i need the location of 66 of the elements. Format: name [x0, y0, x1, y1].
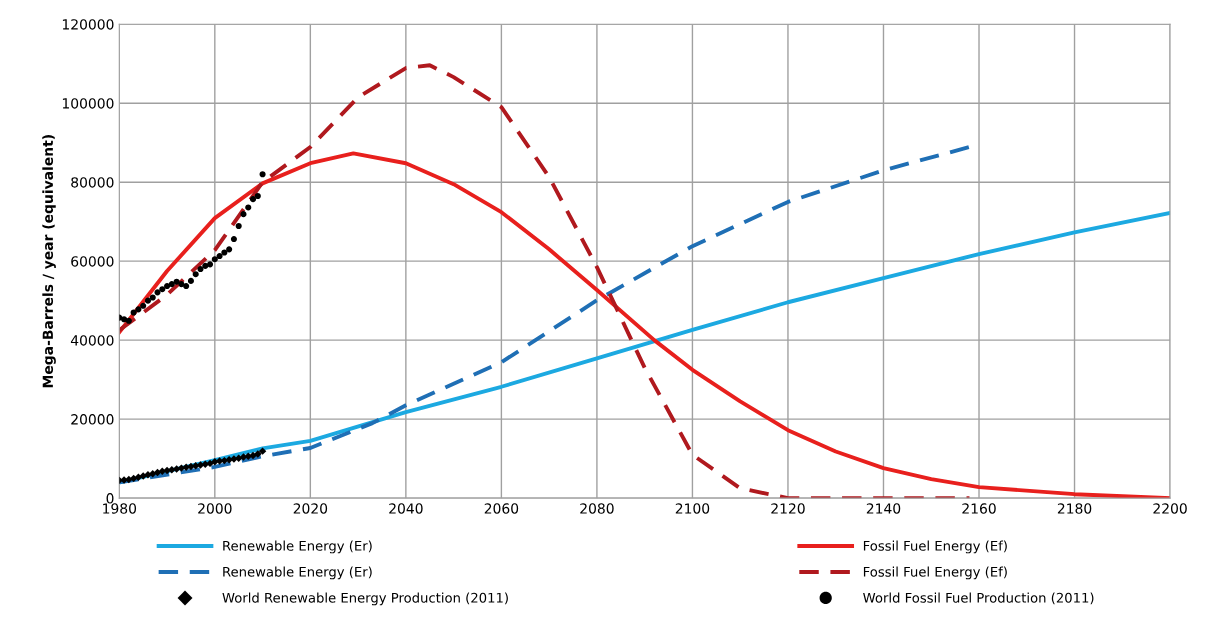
x-tick-label: 2000 [198, 503, 232, 514]
legend-label: Renewable Energy (Er) [223, 566, 372, 580]
y-axis-title: Mega-Barrels / year (equivalent) [42, 135, 56, 388]
point [149, 294, 156, 301]
point [125, 317, 132, 324]
point [206, 459, 214, 468]
point [235, 222, 242, 230]
y-tick-label: 120000 [62, 19, 114, 30]
point [258, 447, 267, 455]
point [164, 283, 171, 290]
point [144, 297, 152, 304]
point [254, 450, 262, 458]
point [173, 278, 180, 285]
x-tick-label: 2100 [675, 503, 710, 514]
point [187, 462, 195, 471]
line-series [119, 145, 972, 485]
x-tick-label: 2160 [962, 503, 996, 514]
x-tick-label: 2040 [389, 503, 423, 514]
point [249, 451, 257, 460]
x-tick-label: 2020 [293, 503, 328, 514]
legend-label: Fossil Fuel Energy (Ef) [863, 540, 1007, 554]
point [259, 171, 266, 178]
y-tick-label: 100000 [62, 98, 114, 109]
point [249, 196, 257, 203]
x-tick-label: 2200 [1153, 503, 1187, 514]
point [130, 309, 137, 316]
point [206, 261, 214, 268]
x-tick-label: 1980 [103, 503, 137, 514]
y-tick-label: 20000 [71, 414, 114, 425]
point [254, 192, 261, 200]
y-tick-label: 40000 [70, 335, 114, 346]
x-tick-label: 2060 [484, 503, 519, 514]
point [134, 473, 143, 481]
point [196, 461, 205, 469]
x-tick-label: 2080 [580, 503, 614, 514]
point [187, 277, 194, 284]
y-tick-label: 60000 [71, 256, 114, 267]
point [140, 302, 147, 309]
point [159, 286, 166, 293]
point [192, 271, 199, 278]
x-tick-label: 2140 [866, 503, 901, 514]
point [197, 266, 204, 273]
x-tick-label: 2180 [1057, 503, 1092, 514]
point [230, 236, 237, 243]
point [226, 246, 233, 253]
point [168, 281, 175, 288]
point [163, 466, 171, 475]
legend-label: Fossil Fuel Energy (Ef) [863, 566, 1007, 580]
point [135, 306, 142, 313]
point [154, 289, 161, 296]
legend-label: World Renewable Energy Production (2011) [222, 592, 508, 606]
point [125, 475, 133, 484]
point [221, 249, 228, 256]
point [121, 316, 128, 323]
point [178, 281, 185, 288]
line-series [119, 63, 972, 499]
point [183, 283, 190, 290]
point [245, 204, 252, 211]
x-tick-label: 2120 [771, 503, 805, 514]
point [211, 256, 218, 263]
y-tick-label: 80000 [71, 177, 114, 188]
legend-label: Renewable Energy (Er) [223, 540, 372, 554]
legend-label: World Fossil Fuel Production (2011) [863, 592, 1094, 605]
point [240, 211, 247, 218]
y-tick-label: 0 [106, 493, 114, 504]
point [216, 252, 223, 260]
